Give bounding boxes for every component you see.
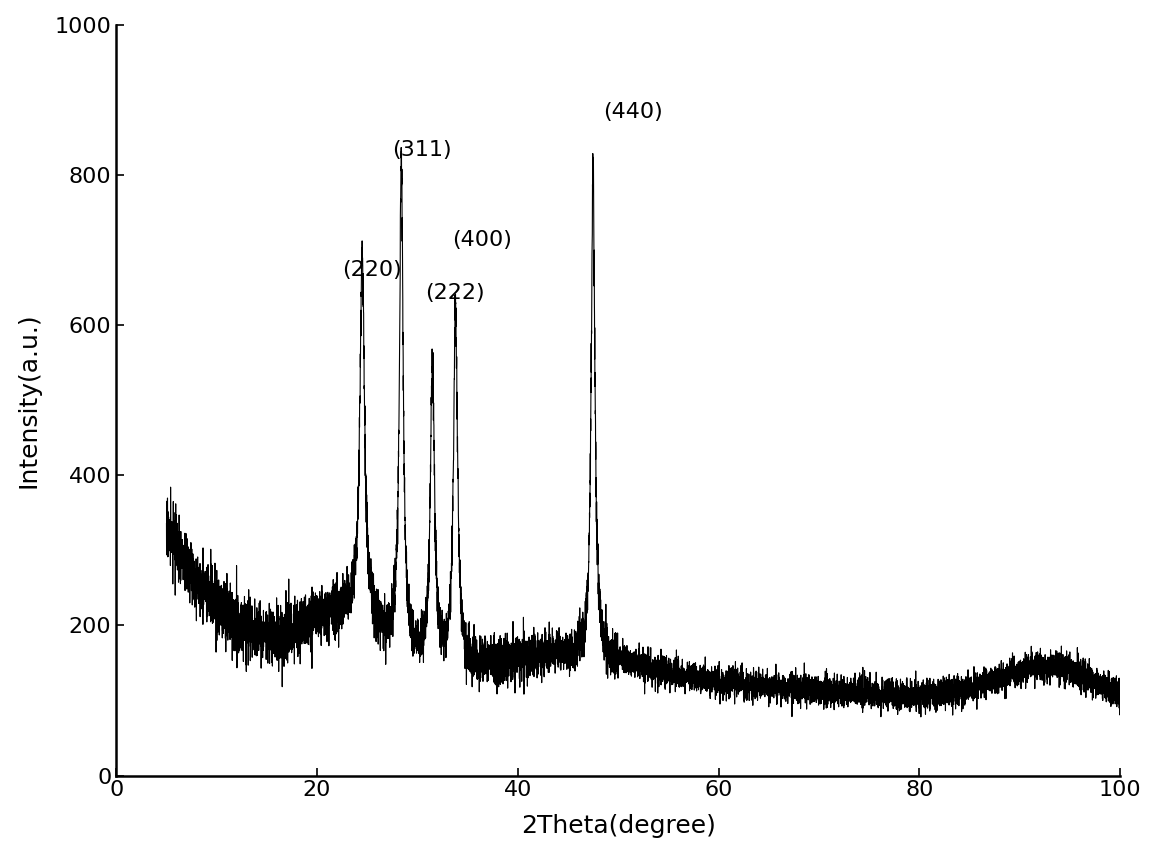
X-axis label: 2Theta(degree): 2Theta(degree) bbox=[521, 814, 716, 839]
Text: (311): (311) bbox=[393, 140, 452, 160]
Text: (440): (440) bbox=[603, 103, 662, 122]
Text: (222): (222) bbox=[425, 282, 485, 303]
Text: (220): (220) bbox=[342, 260, 402, 280]
Y-axis label: Intensity(a.u.): Intensity(a.u.) bbox=[16, 312, 41, 488]
Text: (400): (400) bbox=[453, 230, 513, 250]
